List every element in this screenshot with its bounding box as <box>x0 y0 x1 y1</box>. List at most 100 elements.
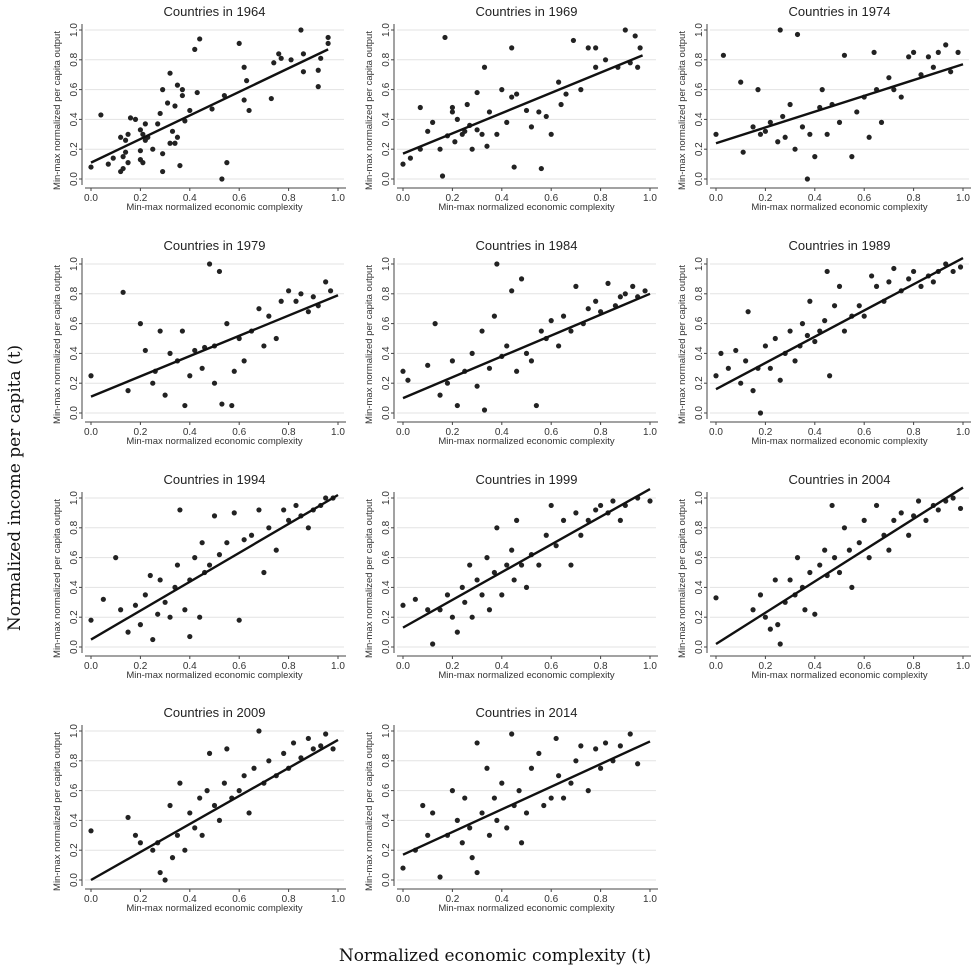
data-point <box>167 614 173 620</box>
data-point <box>150 146 156 152</box>
data-point <box>400 602 406 608</box>
data-point <box>449 788 455 794</box>
y-tick-label: 0.6 <box>69 783 80 797</box>
data-point <box>479 131 485 137</box>
data-point <box>206 261 213 267</box>
y-tick-label: 0.0 <box>381 873 392 887</box>
data-point <box>799 321 806 327</box>
data-point <box>812 611 818 617</box>
data-point <box>486 607 493 613</box>
panel-x-axis-label: Min-max normalized economic complexity <box>438 202 615 213</box>
data-point <box>98 112 104 118</box>
data-point <box>568 328 574 334</box>
data-point <box>720 52 727 58</box>
x-tick-label: 0.8 <box>282 661 296 672</box>
data-point <box>155 611 161 617</box>
y-tick-label: 0.2 <box>381 610 392 624</box>
y-tick-label: 0.6 <box>69 316 80 330</box>
data-point <box>231 510 237 516</box>
data-point <box>298 291 304 297</box>
x-tick-label: 1.0 <box>956 427 970 438</box>
data-point <box>856 540 862 546</box>
data-point <box>642 288 648 294</box>
data-point <box>442 34 448 41</box>
data-point <box>449 358 455 364</box>
data-point <box>494 261 500 267</box>
data-point <box>957 505 964 512</box>
data-point <box>841 525 848 531</box>
data-point <box>578 532 584 538</box>
y-tick-label: 0.2 <box>69 376 80 390</box>
x-tick-label: 0.8 <box>594 661 608 672</box>
data-point <box>775 622 781 628</box>
data-point <box>140 131 146 137</box>
data-point <box>509 731 515 737</box>
data-point <box>923 517 929 523</box>
data-point <box>330 746 336 752</box>
y-tick-label: 0.4 <box>694 346 705 360</box>
fit-line <box>90 493 339 641</box>
data-point <box>499 592 505 598</box>
data-point <box>437 874 443 880</box>
fit-line <box>402 54 644 155</box>
x-tick-label: 0.8 <box>282 193 296 204</box>
panel-y-axis-label: Min-max normalized per capita output <box>364 265 375 424</box>
data-point <box>224 160 230 166</box>
data-point <box>315 67 321 73</box>
data-point <box>479 328 485 334</box>
data-point <box>474 577 480 583</box>
data-point <box>878 119 885 125</box>
x-tick-label: 0.6 <box>544 193 558 204</box>
panel-svg: Countries in 1979 0.0 0.2 0.4 0.6 0.8 1.0 0.0 0.… <box>52 238 346 447</box>
x-tick-label: 0.8 <box>907 193 921 204</box>
data-point <box>713 595 719 601</box>
y-tick-label: 1.0 <box>694 257 705 271</box>
data-point <box>157 577 163 583</box>
data-point <box>486 365 493 371</box>
data-point <box>323 495 329 501</box>
data-point <box>206 750 213 756</box>
data-point <box>278 55 284 61</box>
data-point <box>290 740 297 746</box>
y-tick-label: 0.8 <box>694 52 705 66</box>
data-point <box>305 309 311 315</box>
fit-line <box>402 488 651 629</box>
data-point <box>807 298 813 304</box>
data-point <box>293 502 299 509</box>
x-tick-label: 0.8 <box>594 894 608 905</box>
data-point <box>167 70 173 76</box>
x-tick-label: 0.8 <box>907 661 921 672</box>
data-point <box>88 164 94 170</box>
data-point <box>955 49 961 55</box>
data-point <box>474 740 480 746</box>
data-point <box>177 507 183 513</box>
data-point <box>327 288 334 294</box>
data-point <box>911 49 917 55</box>
data-point <box>110 155 116 161</box>
x-tick-label: 0.4 <box>183 427 197 438</box>
data-point <box>425 832 431 838</box>
data-point <box>300 51 307 57</box>
data-point <box>160 168 166 175</box>
y-tick-label: 0.0 <box>381 406 392 420</box>
data-point <box>192 347 198 354</box>
x-tick-label: 0.6 <box>857 427 871 438</box>
data-point <box>486 109 493 115</box>
data-point <box>518 276 525 282</box>
data-point <box>449 104 455 111</box>
data-point <box>854 109 860 115</box>
data-point <box>273 547 279 553</box>
x-tick-label: 0.4 <box>495 193 509 204</box>
panel-title: Countries in 2004 <box>789 472 891 487</box>
panel-svg: Countries in 1964 0.0 0.2 0.4 0.6 0.8 1.0 0.0 0.… <box>52 4 346 213</box>
data-point <box>836 569 843 576</box>
data-point <box>804 332 810 339</box>
data-point <box>118 134 124 140</box>
y-tick-label: 1.0 <box>381 257 392 271</box>
y-tick-label: 0.8 <box>694 286 705 300</box>
panel-x-axis-label: Min-max normalized economic complexity <box>751 670 928 681</box>
panel-x-axis-label: Min-max normalized economic complexity <box>438 436 615 447</box>
data-point <box>605 280 611 286</box>
data-point <box>266 525 272 531</box>
data-point <box>558 101 564 108</box>
